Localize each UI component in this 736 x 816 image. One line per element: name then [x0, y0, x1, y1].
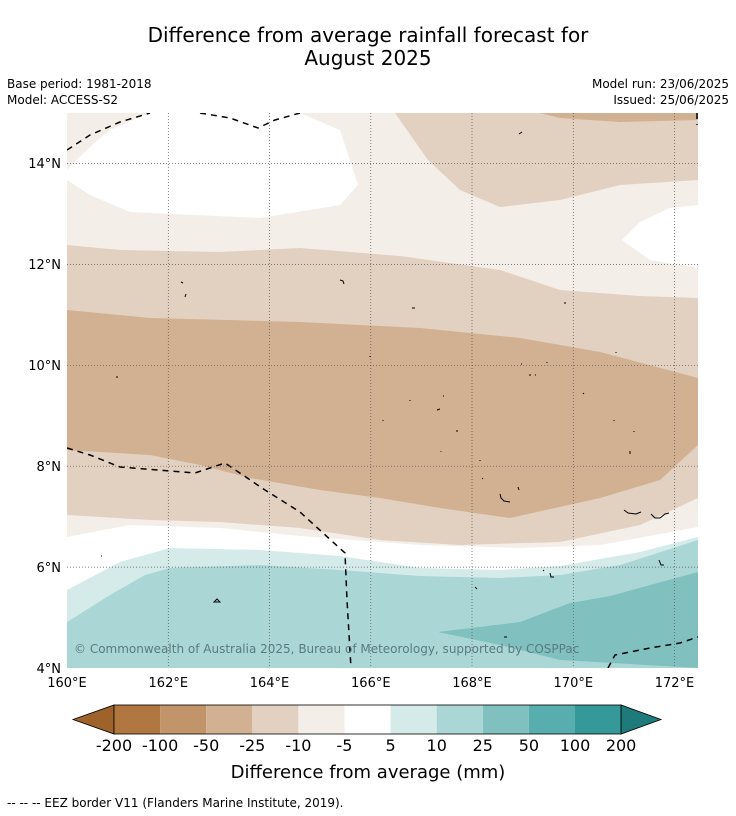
- lat-label-6N: 6°N: [37, 561, 62, 576]
- model-run: Model run: 23/06/2025: [591, 77, 729, 91]
- colorbar-title: Difference from average (mm): [230, 762, 506, 783]
- graticule: [67, 113, 698, 668]
- issued-date: Issued: 25/06/2025: [613, 93, 729, 107]
- colorbar-tick-label: 200: [605, 736, 637, 755]
- colorbar-tick-label: 10: [426, 736, 447, 755]
- lat-label-14N: 14°N: [28, 157, 61, 172]
- colorbar-arrow-high: [620, 704, 663, 735]
- band-neutral-north: [67, 113, 358, 218]
- lon-axis: 160°E 162°E 164°E 166°E 168°E 170°E 172°…: [47, 676, 694, 691]
- lon-label-172E: 172°E: [655, 676, 695, 691]
- model-name: Model: ACCESS-S2: [7, 93, 119, 107]
- colorbar-tick-label: -200: [95, 736, 133, 755]
- band-minus50-minus25-northeast: [540, 113, 698, 122]
- colorbar-tick-label: 100: [559, 736, 591, 755]
- lon-label-166E: 166°E: [351, 676, 391, 691]
- colorbar-segment: [482, 705, 529, 734]
- map-title-line2: August 2025: [304, 46, 432, 70]
- colorbar-tick-label: -10: [285, 736, 312, 755]
- lat-label-10N: 10°N: [28, 359, 61, 374]
- islands: [101, 131, 670, 638]
- map-title-line1: Difference from average rainfall forecas…: [147, 23, 589, 47]
- band-25-50: [438, 572, 698, 668]
- colorbar-tick-label: -5: [336, 736, 353, 755]
- lon-label-168E: 168°E: [452, 676, 492, 691]
- band-minus50-minus25: [67, 310, 698, 518]
- lat-label-12N: 12°N: [28, 258, 61, 273]
- colorbar-tick-label: -50: [193, 736, 220, 755]
- eez-borders: [67, 113, 698, 668]
- lon-label-162E: 162°E: [149, 676, 189, 691]
- colorbar-tick-label: -25: [239, 736, 266, 755]
- lon-label-170E: 170°E: [554, 676, 594, 691]
- colorbar-segment: [252, 705, 299, 734]
- band-minus25-minus10-northeast: [395, 113, 698, 207]
- colorbar-segment: [436, 705, 483, 734]
- colorbar-tick-label: 5: [385, 736, 396, 755]
- colorbar-tick-label: 50: [518, 736, 540, 755]
- colorbar-segment: [114, 705, 161, 734]
- lon-label-160E: 160°E: [47, 676, 87, 691]
- colorbar-segment: [390, 705, 437, 734]
- copyright-notice: © Commonwealth of Australia 2025, Bureau…: [74, 642, 579, 656]
- colorbar-tick-label: -100: [141, 736, 179, 755]
- lat-label-4N: 4°N: [37, 662, 62, 677]
- colorbar-segment: [575, 705, 622, 734]
- colorbar: [71, 704, 663, 735]
- rainfall-contours: [67, 113, 698, 668]
- lat-label-8N: 8°N: [37, 460, 62, 475]
- lat-axis: 14°N 12°N 10°N 8°N 6°N 4°N: [28, 157, 61, 677]
- colorbar-segment: [298, 705, 345, 734]
- colorbar-segment: [528, 705, 575, 734]
- colorbar-arrow-low: [71, 704, 115, 735]
- base-period: Base period: 1981-2018: [7, 77, 152, 91]
- colorbar-segment: [160, 705, 207, 734]
- colorbar-tick-label: 25: [472, 736, 493, 755]
- band-neutral-east: [622, 205, 698, 268]
- colorbar-segment: [206, 705, 253, 734]
- lon-label-164E: 164°E: [250, 676, 290, 691]
- colorbar-segment: [344, 705, 391, 734]
- eez-footnote: -- -- -- EEZ border V11 (Flanders Marine…: [7, 796, 344, 810]
